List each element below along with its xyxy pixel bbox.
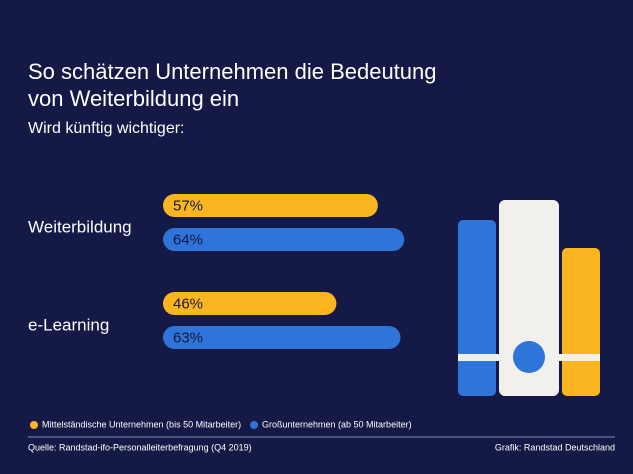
bar — [163, 292, 337, 315]
bar — [163, 326, 401, 349]
source: Quelle: Randstad-ifo-Personalleiterbefra… — [28, 442, 252, 452]
category-label: e-Learning — [28, 315, 109, 334]
legend-marker — [30, 421, 38, 429]
book — [562, 248, 600, 396]
credit: Grafik: Randstad Deutschland — [495, 442, 615, 452]
books-illustration — [458, 200, 600, 396]
value-label: 57% — [173, 197, 203, 214]
value-label: 63% — [173, 329, 203, 346]
bar — [163, 194, 378, 217]
book — [458, 220, 496, 396]
book — [499, 200, 559, 396]
legend-marker — [250, 421, 258, 429]
value-label: 64% — [173, 231, 203, 248]
book-dot — [513, 341, 545, 373]
bar — [163, 228, 405, 251]
legend-label: Großunternehmen (ab 50 Mitarbeiter) — [262, 419, 412, 429]
chart-subtitle: Wird künftig wichtiger: — [28, 120, 185, 137]
category-label: Weiterbildung — [28, 217, 132, 236]
value-label: 46% — [173, 295, 203, 312]
chart-title: So schätzen Unternehmen die Bedeutung vo… — [28, 59, 437, 111]
legend-label: Mittelständische Unternehmen (bis 50 Mit… — [42, 419, 241, 429]
